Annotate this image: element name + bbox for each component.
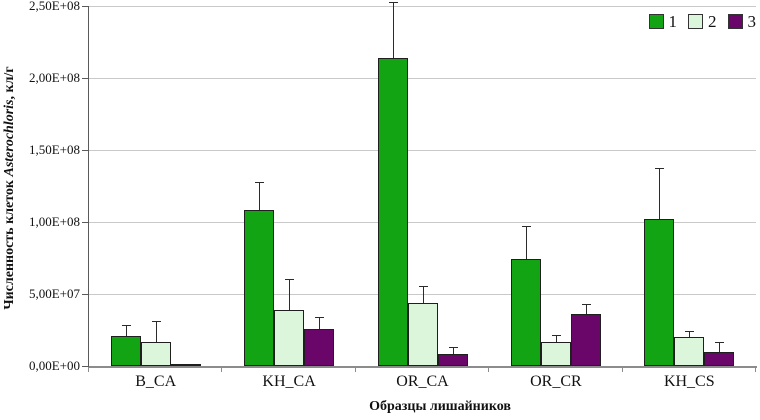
error-bar-OR_CA-series-3 [453, 348, 454, 354]
y-tick-label: 0,00E+00 [28, 358, 80, 373]
error-bar-cap-KH_CS-series-1 [655, 168, 664, 169]
error-bar-cap-OR_CA-series-1 [389, 2, 398, 3]
plot-area [89, 2, 756, 366]
y-axis-title-genus: Asterochloris [2, 99, 17, 177]
legend-item-2: 2 [688, 13, 717, 30]
category-label-B_CA: B_CA [135, 373, 177, 390]
category-label-OR_CA: OR_CA [396, 373, 449, 390]
y-tick-label: 1,50E+08 [28, 142, 80, 157]
bar-OR_CR-series-1 [511, 259, 541, 366]
y-axis-tick [82, 150, 89, 151]
gridline-2,50E+08 [89, 6, 756, 7]
gridline-1,00E+08 [89, 222, 756, 223]
error-bar-KH_CS-series-3 [719, 343, 720, 352]
gridline-1,50E+08 [89, 150, 756, 151]
error-bar-cap-KH_CA-series-1 [255, 182, 264, 183]
y-tick-label: 2,50E+08 [28, 0, 80, 13]
error-bar-OR_CR-series-3 [586, 305, 587, 314]
legend-item-3: 3 [727, 12, 757, 31]
bar-OR_CR-series-3 [571, 314, 601, 366]
error-bar-KH_CS-series-1 [659, 169, 660, 219]
legend-item-1: 1 [648, 12, 678, 31]
bar-KH_CS-series-2 [674, 337, 704, 366]
error-bar-KH_CA-series-3 [319, 318, 320, 329]
error-bar-B_CA-series-1 [126, 326, 127, 336]
y-axis-tick [82, 294, 89, 295]
error-bar-cap-OR_CR-series-1 [522, 226, 531, 227]
legend-label-2: 2 [708, 12, 717, 31]
y-axis-tick [82, 6, 89, 7]
bar-OR_CA-series-1 [378, 58, 408, 366]
x-axis-line [88, 366, 757, 368]
error-bar-OR_CA-series-1 [393, 3, 394, 58]
error-bar-KH_CA-series-1 [259, 183, 260, 210]
error-bar-B_CA-series-2 [156, 322, 157, 342]
y-axis-title: Численность клеток Asterochloris, кл/г [2, 6, 20, 370]
x-axis-tick [755, 368, 756, 372]
gridline-5,00E+07 [89, 294, 756, 295]
error-bar-cap-B_CA-series-2 [152, 321, 161, 322]
error-bar-OR_CA-series-2 [423, 287, 424, 303]
x-axis-title: Образцы лишайников [369, 399, 511, 414]
bar-B_CA-series-3 [171, 364, 201, 366]
error-bar-KH_CS-series-2 [689, 332, 690, 337]
error-bar-cap-OR_CA-series-3 [449, 347, 458, 348]
legend: 1 2 3 [648, 12, 757, 31]
bar-KH_CS-series-1 [644, 219, 674, 366]
category-label-OR_CR: OR_CR [530, 373, 582, 390]
x-axis-tick [221, 368, 223, 372]
category-label-KH_CS: KH_CS [663, 373, 715, 390]
error-bar-cap-OR_CR-series-3 [582, 304, 591, 305]
bar-B_CA-series-2 [141, 342, 171, 366]
bar-KH_CA-series-2 [274, 310, 304, 366]
y-tick-label: 1,00E+08 [28, 214, 80, 229]
legend-label-1: 1 [668, 12, 678, 31]
error-bar-OR_CR-series-1 [526, 227, 527, 259]
y-tick-label: 5,00E+07 [28, 286, 80, 301]
error-bar-OR_CR-series-2 [556, 336, 557, 342]
y-axis-tick [82, 222, 89, 223]
bar-KH_CA-series-1 [244, 210, 274, 366]
error-bar-cap-B_CA-series-1 [122, 325, 131, 326]
bar-KH_CS-series-3 [704, 352, 734, 366]
legend-swatch-3 [727, 14, 743, 29]
error-bar-cap-KH_CS-series-3 [715, 342, 724, 343]
y-axis-tick [82, 78, 89, 79]
legend-swatch-2 [688, 14, 703, 29]
legend-swatch-1 [648, 14, 664, 29]
x-axis-tick [621, 368, 623, 372]
y-axis-line [88, 6, 89, 371]
y-tick-label: 2,00E+08 [28, 70, 80, 85]
bar-OR_CA-series-3 [438, 354, 468, 366]
y-axis-tick [82, 366, 89, 367]
error-bar-cap-KH_CA-series-3 [315, 317, 324, 318]
bar-B_CA-series-1 [111, 336, 141, 366]
bar-KH_CA-series-3 [304, 329, 334, 366]
error-bar-KH_CA-series-2 [289, 280, 290, 310]
legend-label-3: 3 [747, 12, 757, 31]
error-bar-cap-OR_CR-series-2 [552, 335, 561, 336]
x-axis-tick [488, 368, 490, 372]
bar-OR_CR-series-2 [541, 342, 571, 366]
category-label-KH_CA: KH_CA [262, 373, 316, 390]
x-axis-tick [88, 368, 89, 372]
error-bar-cap-OR_CA-series-2 [419, 286, 428, 287]
bar-OR_CA-series-2 [408, 303, 438, 366]
gridline-2,00E+08 [89, 78, 756, 79]
x-axis-tick [354, 368, 356, 372]
error-bar-cap-KH_CS-series-2 [685, 331, 694, 332]
error-bar-cap-KH_CA-series-2 [285, 279, 294, 280]
